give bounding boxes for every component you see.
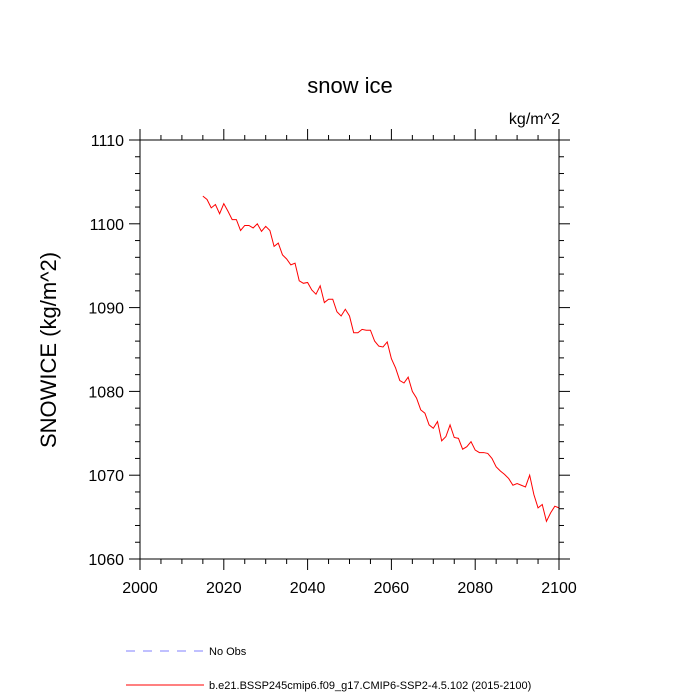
axis-ticks <box>129 129 570 570</box>
legend-label-model: b.e21.BSSP245cmip6.f09_g17.CMIP6-SSP2-4.… <box>209 680 531 692</box>
series-line-0 <box>202 195 560 523</box>
y-axis-label: SNOWICE (kg/m^2) <box>36 252 61 448</box>
y-tick-label: 1090 <box>88 301 124 318</box>
plot-frame <box>139 139 560 560</box>
x-tick-label: 2000 <box>122 580 158 597</box>
y-tick-label: 1080 <box>88 384 124 401</box>
y-tick-label: 1110 <box>91 133 124 150</box>
units-label: kg/m^2 <box>509 111 560 128</box>
y-tick-label: 1100 <box>90 217 125 234</box>
legend-label-obs: No Obs <box>209 646 247 658</box>
plot-series <box>202 195 560 523</box>
x-tick-label: 2020 <box>206 580 242 597</box>
legend: No Obs b.e21.BSSP245cmip6.f09_g17.CMIP6-… <box>126 646 531 692</box>
x-tick-label: 2080 <box>457 580 493 597</box>
x-tick-label: 2100 <box>541 580 577 597</box>
chart-title: snow ice <box>307 73 393 98</box>
y-tick-label: 1070 <box>88 468 124 485</box>
tick-labels: 2000 2020 2040 2060 2080 2100 1060 1070 1080 1090… <box>88 133 576 597</box>
x-tick-label: 2060 <box>374 580 410 597</box>
x-tick-label: 2040 <box>290 580 326 597</box>
y-tick-label: 1060 <box>88 552 124 569</box>
